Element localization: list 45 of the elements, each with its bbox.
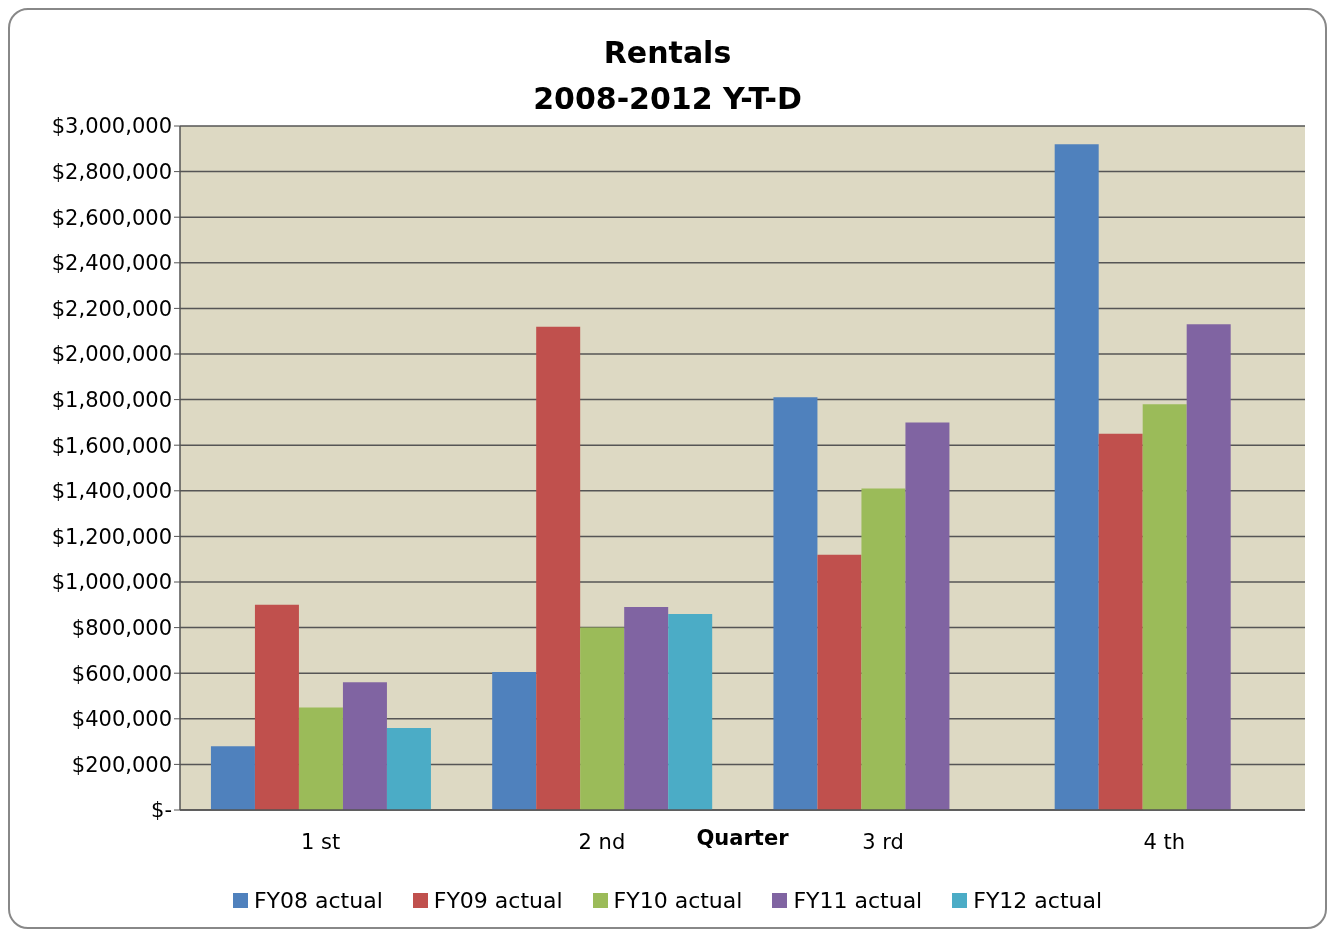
y-tick-label: $2,200,000 [51,296,172,321]
bar [342,682,387,810]
bar [1186,324,1231,810]
bar [905,422,950,810]
y-tick-label: $2,400,000 [51,251,172,276]
bar [254,604,299,810]
bar [536,326,581,810]
y-tick-label: $2,600,000 [51,205,172,230]
y-tick-label: $1,200,000 [51,524,172,549]
bar [773,397,818,810]
bar [386,727,431,810]
y-tick-label: $2,000,000 [51,342,172,367]
y-tick-label: $3,000,000 [51,114,172,139]
bar [210,746,255,810]
y-tick-label: $200,000 [71,752,172,777]
x-tick-label: 3 rd [862,829,904,854]
y-tick-label: $2,800,000 [51,160,172,185]
bar [580,627,625,810]
bar [298,707,343,810]
legend-label: FY09 actual [433,888,563,913]
y-tick-label: $1,000,000 [51,570,172,595]
legend-label: FY11 actual [793,888,923,913]
chart-title: Rentals 2008-2012 Y-T-D [533,35,802,116]
y-tick-label: $- [151,798,172,823]
bar [624,607,669,810]
bar [668,613,713,810]
legend-label: FY08 actual [253,888,383,913]
legend-label: FY10 actual [613,888,743,913]
bar [1098,433,1143,810]
legend-label: FY12 actual [973,888,1103,913]
bar [861,488,906,810]
bar [1054,144,1099,810]
bar [492,672,537,810]
y-tick-label: $400,000 [71,707,172,732]
y-tick-label: $1,600,000 [51,433,172,458]
x-tick-label: 4 th [1143,829,1186,854]
y-tick-label: $600,000 [71,661,172,686]
y-tick-label: $1,400,000 [51,479,172,504]
x-tick-label: 1 st [301,829,341,854]
x-tick-label: 2 nd [578,829,626,854]
y-tick-label: $1,800,000 [51,388,172,413]
y-tick-label: $800,000 [71,616,172,641]
bar [817,554,862,810]
bar [1142,404,1187,810]
x-axis-title: Quarter [696,826,789,850]
